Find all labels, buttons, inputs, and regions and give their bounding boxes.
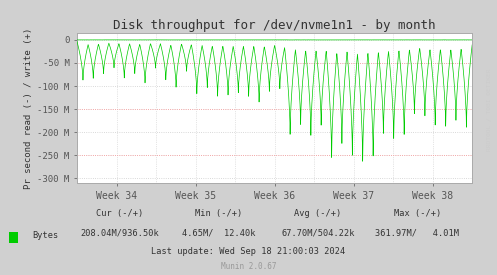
Text: Min (-/+): Min (-/+) (195, 209, 243, 218)
Text: 361.97M/   4.01M: 361.97M/ 4.01M (375, 228, 460, 237)
Text: RRDTOOL / TOBI OETIKER: RRDTOOL / TOBI OETIKER (486, 69, 491, 151)
Text: 208.04M/936.50k: 208.04M/936.50k (80, 228, 159, 237)
Y-axis label: Pr second read (-) / write (+): Pr second read (-) / write (+) (24, 27, 33, 189)
Text: Max (-/+): Max (-/+) (394, 209, 441, 218)
Text: Munin 2.0.67: Munin 2.0.67 (221, 262, 276, 271)
Text: Last update: Wed Sep 18 21:00:03 2024: Last update: Wed Sep 18 21:00:03 2024 (152, 248, 345, 256)
Text: Bytes: Bytes (32, 231, 59, 240)
Text: 67.70M/504.22k: 67.70M/504.22k (281, 228, 355, 237)
Text: Cur (-/+): Cur (-/+) (95, 209, 143, 218)
Text: Avg (-/+): Avg (-/+) (294, 209, 342, 218)
Title: Disk throughput for /dev/nvme1n1 - by month: Disk throughput for /dev/nvme1n1 - by mo… (113, 19, 436, 32)
Text: 4.65M/  12.40k: 4.65M/ 12.40k (182, 228, 255, 237)
